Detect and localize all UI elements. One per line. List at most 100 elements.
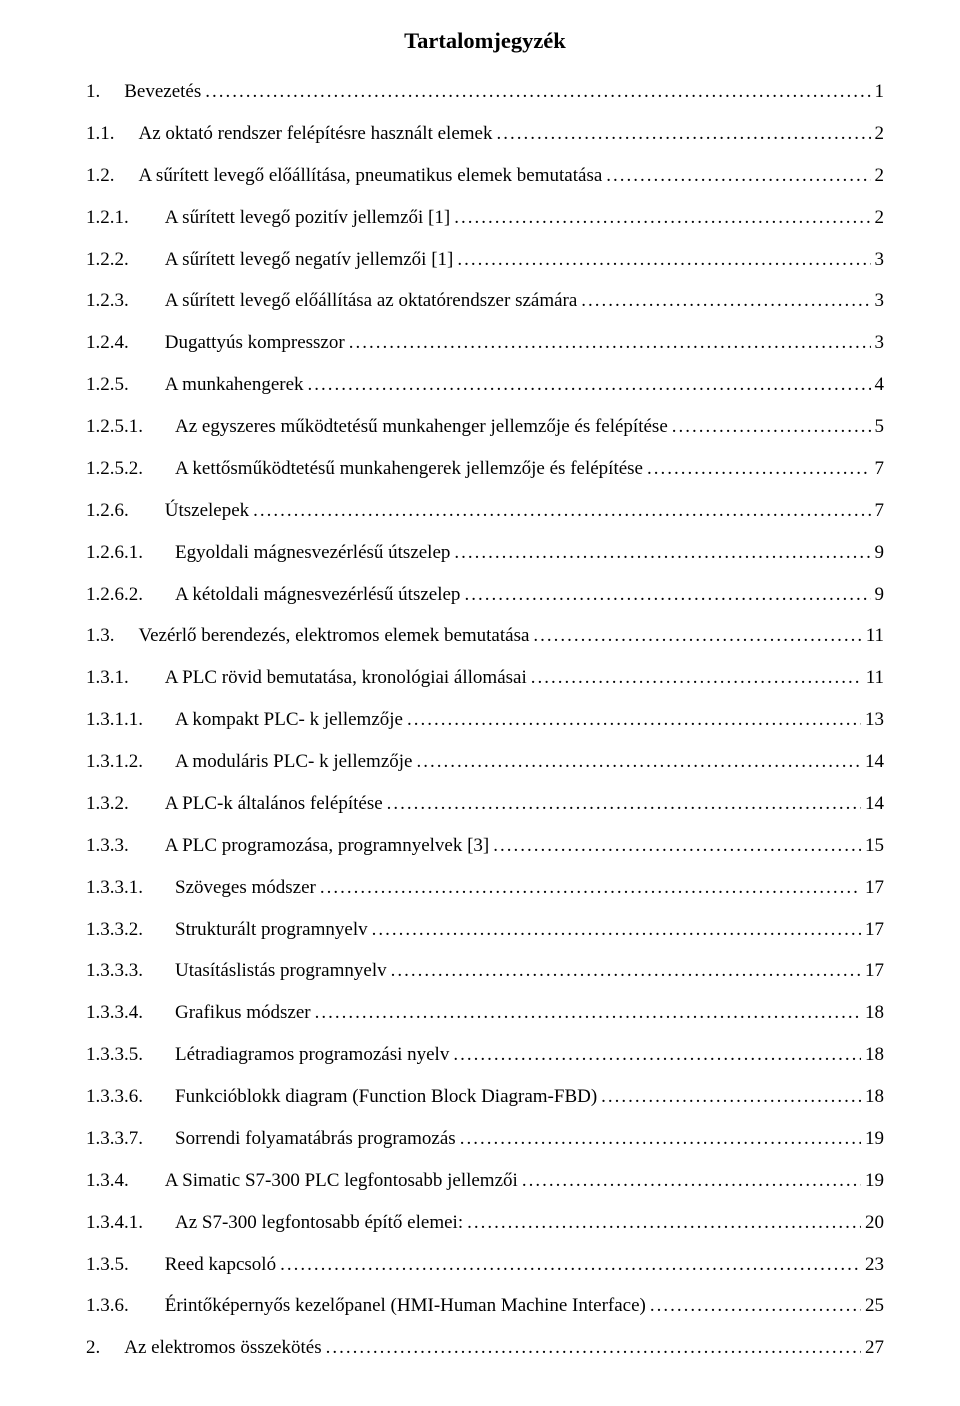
- toc-entry-page: 2: [875, 164, 885, 189]
- toc-entry-page: 19: [865, 1169, 884, 1194]
- toc-dot-leader: [407, 708, 861, 733]
- toc-dot-leader: [581, 289, 870, 314]
- toc-entry: 1.2.5.1.Az egyszeres működtetésű munkahe…: [86, 415, 884, 440]
- toc-entry-number: 1.3.3.1.: [86, 876, 143, 901]
- toc-entry: 1.3.3.3. Utasításlistás programnyelv 17: [86, 959, 884, 984]
- toc-entry-number: 1.3.1.: [86, 666, 129, 691]
- toc-entry: 1.3.5.Reed kapcsoló23: [86, 1253, 884, 1278]
- toc-entry-number: 1.3.1.2.: [86, 750, 143, 775]
- toc-entry: 1.3.Vezérlő berendezés, elektromos eleme…: [86, 624, 884, 649]
- toc-entry-text: A sűrített levegő előállítása, pneumatik…: [139, 164, 603, 189]
- toc-entry: 1.3.3.4. Grafikus módszer 18: [86, 1001, 884, 1026]
- toc-entry-page: 9: [875, 541, 885, 566]
- toc-dot-leader: [372, 918, 861, 943]
- toc-entry: 1.2.6.2.A kétoldali mágnesvezérlésű útsz…: [86, 583, 884, 608]
- toc-entry-page: 3: [875, 331, 885, 356]
- toc-entry: 1.3.3.5.Létradiagramos programozási nyel…: [86, 1043, 884, 1068]
- toc-entry-page: 9: [875, 583, 885, 608]
- toc-entry-number: 1.3.4.1.: [86, 1211, 143, 1236]
- toc-entry: 1.3.3.1.Szöveges módszer17: [86, 876, 884, 901]
- toc-dot-leader: [496, 122, 870, 147]
- toc-entry-page: 18: [865, 1001, 884, 1026]
- page: Tartalomjegyzék 1. Bevezetés 1 1.1.Az oktat…: [0, 0, 960, 1406]
- toc-entry-page: 3: [875, 248, 885, 273]
- toc-entry-number: 1.3.: [86, 624, 115, 649]
- toc-entry: 1.2.1.A sűrített levegő pozitív jellemző…: [86, 206, 884, 231]
- toc-title: Tartalomjegyzék: [86, 28, 884, 54]
- toc-entry-page: 1: [875, 80, 885, 105]
- toc-entry-text: A kompakt PLC- k jellemzője: [175, 708, 403, 733]
- toc-entry-text: A sűrített levegő negatív jellemzői [1]: [165, 248, 454, 273]
- toc-entry: 1.3.1.1.A kompakt PLC- k jellemzője13: [86, 708, 884, 733]
- toc-entry-text: Szöveges módszer: [175, 876, 316, 901]
- toc-entry: 1.3.3.2.Strukturált programnyelv17: [86, 918, 884, 943]
- toc-entry-number: 1.2.5.: [86, 373, 129, 398]
- toc-entry-page: 27: [865, 1336, 884, 1361]
- toc-dot-leader: [467, 1211, 861, 1236]
- toc-entry-page: 11: [866, 624, 884, 649]
- toc-dot-leader: [315, 1001, 861, 1026]
- toc-entry-page: 17: [865, 959, 884, 984]
- toc-entry-number: 1.2.5.1.: [86, 415, 143, 440]
- toc-dot-leader: [308, 373, 871, 398]
- toc-entry-page: 5: [875, 415, 885, 440]
- toc-entry-number: 1.2.2.: [86, 248, 129, 273]
- toc-entry: 1.2.A sűrített levegő előállítása, pneum…: [86, 164, 884, 189]
- toc-entry-text: A moduláris PLC- k jellemzője: [175, 750, 412, 775]
- toc-entry-page: 18: [865, 1043, 884, 1068]
- toc-entry: 1.2.5.2.A kettősműködtetésű munkahengere…: [86, 457, 884, 482]
- toc-entry-page: 4: [875, 373, 885, 398]
- toc-entry-number: 1.3.3.4.: [86, 1001, 143, 1026]
- toc-entry: 1.3.3.7.Sorrendi folyamatábrás programoz…: [86, 1127, 884, 1152]
- toc-entry-text: Reed kapcsoló: [165, 1253, 276, 1278]
- toc-entry: 1.2.6.Útszelepek7: [86, 499, 884, 524]
- toc-entry-text: A PLC programozása, programnyelvek [3]: [165, 834, 490, 859]
- toc-dot-leader: [387, 792, 861, 817]
- toc-dot-leader: [454, 541, 870, 566]
- toc-entry-page: 14: [865, 750, 884, 775]
- toc-entry: 1.1.Az oktató rendszer felépítésre haszn…: [86, 122, 884, 147]
- toc-entry-page: 2: [875, 206, 885, 231]
- toc-entry-page: 20: [865, 1211, 884, 1236]
- toc-container: 1. Bevezetés 1 1.1.Az oktató rendszer felép…: [86, 80, 884, 1361]
- toc-entry-page: 18: [865, 1085, 884, 1110]
- toc-entry-text: Funkcióblokk diagram (Function Block Dia…: [175, 1085, 597, 1110]
- toc-dot-leader: [205, 80, 870, 105]
- toc-dot-leader: [280, 1253, 861, 1278]
- toc-dot-leader: [453, 1043, 861, 1068]
- toc-entry-text: A PLC-k általános felépítése: [165, 792, 383, 817]
- toc-entry: 1.2.3.A sűrített levegő előállítása az o…: [86, 289, 884, 314]
- toc-entry-number: 1.3.3.3.: [86, 959, 143, 984]
- toc-dot-leader: [253, 499, 870, 524]
- toc-entry: 2.Az elektromos összekötés27: [86, 1336, 884, 1361]
- toc-entry-text: Az oktató rendszer felépítésre használt …: [139, 122, 493, 147]
- toc-entry-text: Utasításlistás programnyelv: [175, 959, 387, 984]
- toc-entry: 1.2.4.Dugattyús kompresszor3: [86, 331, 884, 356]
- toc-entry-number: 1.3.3.: [86, 834, 129, 859]
- toc-dot-leader: [647, 457, 871, 482]
- toc-dot-leader: [493, 834, 861, 859]
- toc-dot-leader: [522, 1169, 861, 1194]
- toc-entry-page: 25: [865, 1294, 884, 1319]
- toc-entry: 1.3.2.A PLC-k általános felépítése14: [86, 792, 884, 817]
- toc-entry-text: Bevezetés: [124, 80, 201, 105]
- toc-entry-number: 1.3.3.6.: [86, 1085, 143, 1110]
- toc-entry-number: 1.3.5.: [86, 1253, 129, 1278]
- toc-entry-number: 1.3.6.: [86, 1294, 129, 1319]
- toc-entry-page: 11: [866, 666, 884, 691]
- toc-dot-leader: [349, 331, 871, 356]
- toc-entry: 1.3.4.1. Az S7-300 legfontosabb építő ele…: [86, 1211, 884, 1236]
- toc-entry-text: Útszelepek: [165, 499, 249, 524]
- toc-entry: 1.3.1.2. A moduláris PLC- k jellemzője 14: [86, 750, 884, 775]
- toc-entry: 1.3.3. A PLC programozása, programnyelvek…: [86, 834, 884, 859]
- toc-dot-leader: [606, 164, 870, 189]
- toc-entry-text: Érintőképernyős kezelőpanel (HMI-Human M…: [165, 1294, 646, 1319]
- toc-entry: 1.3.4.A Simatic S7-300 PLC legfontosabb …: [86, 1169, 884, 1194]
- toc-entry-text: Grafikus módszer: [175, 1001, 311, 1026]
- toc-entry-page: 3: [875, 289, 885, 314]
- toc-entry-page: 7: [875, 457, 885, 482]
- toc-entry-number: 1.: [86, 80, 100, 105]
- toc-entry-number: 1.2.6.2.: [86, 583, 143, 608]
- toc-dot-leader: [416, 750, 861, 775]
- toc-entry-text: Az S7-300 legfontosabb építő elemei:: [175, 1211, 463, 1236]
